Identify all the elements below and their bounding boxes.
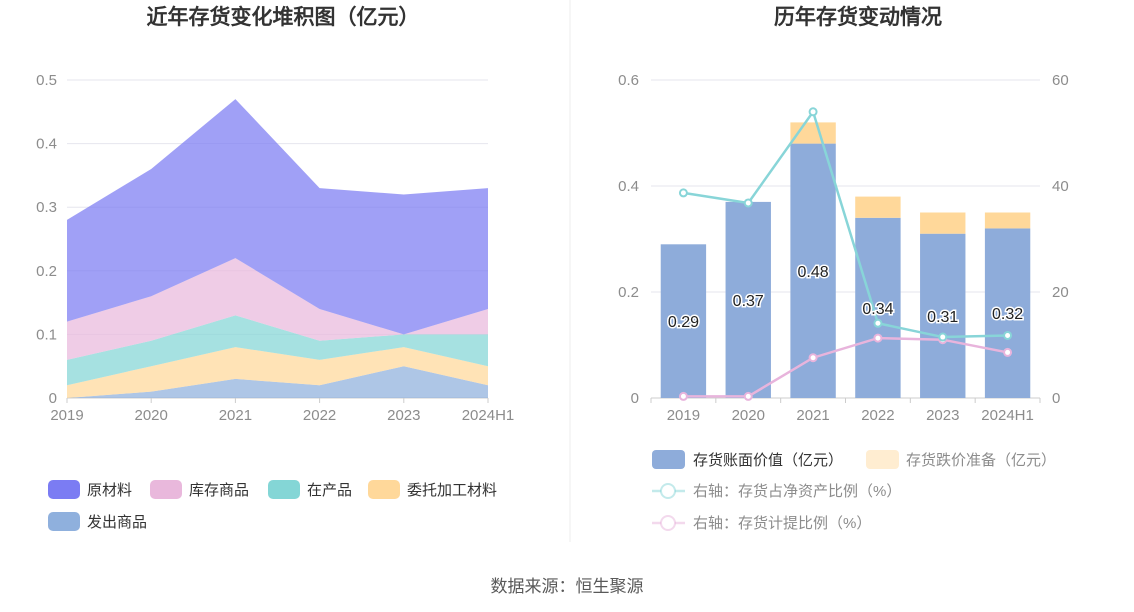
legend-marker-ratio_net_assets (660, 483, 676, 499)
legend-marker-impairment_ratio (660, 515, 676, 531)
bar-impairment (920, 212, 966, 234)
x-tick-label: 2020 (732, 407, 765, 424)
x-tick-label: 2024H1 (981, 407, 1034, 424)
x-tick-label: 2020 (135, 407, 168, 424)
x-tick-label: 2019 (667, 407, 700, 424)
bar-book-value (920, 233, 966, 398)
point-impairment_ratio (808, 353, 818, 363)
right-bar-labels: 0.29 0.37 0.48 0.34 0.31 0.32 (666, 262, 1024, 332)
line-ratio_net_assets (683, 109, 1008, 339)
point-impairment_ratio (873, 333, 883, 343)
y2-tick-label: 20 (1052, 284, 1069, 301)
legend-label: 存货账面价值（亿元） (693, 452, 843, 469)
bar-value-label: 0.29 (668, 314, 699, 331)
legend-swatch-outsourced (368, 480, 400, 499)
bar-book-value (660, 244, 707, 398)
point-ratio_net_assets (808, 107, 818, 117)
bar-book-value (984, 228, 1031, 398)
y-tick-label: 0.2 (36, 263, 57, 280)
x-tick-label: 2021 (796, 407, 829, 424)
left-x-axis: 2019 2020 2021 2022 2023 2024H1 (50, 398, 514, 424)
point-ratio_net_assets (743, 198, 753, 208)
bar-book-value (725, 201, 771, 398)
left-y-axis: 0 0.1 0.2 0.3 0.4 0.5 (36, 72, 57, 407)
legend-swatch-goods_shipped (48, 512, 80, 531)
point-impairment_ratio (1003, 347, 1013, 357)
y-tick-label: 0.4 (36, 136, 57, 153)
legend-label: 存货跌价准备（亿元） (906, 452, 1056, 469)
bar-value-label: 0.37 (733, 293, 764, 310)
data-source-note: 数据来源：恒生聚源 (491, 577, 644, 596)
right-y-axis-left: 0 0.2 0.4 0.6 (618, 72, 639, 407)
legend-label: 右轴：存货计提比例（%） (693, 515, 871, 532)
right-y-axis-right: 0 20 40 60 (1052, 72, 1069, 407)
y-tick-label: 0.4 (618, 178, 639, 195)
y-tick-label: 0 (49, 390, 57, 407)
area-outsourced (67, 347, 488, 398)
y-tick-label: 0 (631, 390, 639, 407)
x-tick-label: 2022 (303, 407, 336, 424)
left-chart-title: 近年存货变化堆积图（亿元） (147, 5, 420, 29)
legend-label: 右轴：存货占净资产比例（%） (693, 483, 901, 500)
legend-swatch-raw_materials (48, 480, 80, 499)
area-goods_in_stock (67, 258, 488, 360)
y2-tick-label: 40 (1052, 178, 1069, 195)
y2-tick-label: 60 (1052, 72, 1069, 89)
bar-value-label: 0.31 (927, 309, 958, 326)
bar-value-label: 0.34 (862, 301, 893, 318)
bar-book-value (855, 217, 901, 398)
point-ratio_net_assets (678, 188, 688, 198)
y-tick-label: 0.6 (618, 72, 639, 89)
y2-tick-label: 0 (1052, 390, 1060, 407)
legend-label: 原材料 (87, 482, 132, 499)
right-chart-title: 历年存货变动情况 (774, 5, 942, 29)
x-tick-label: 2021 (219, 407, 252, 424)
area-wip (67, 315, 488, 386)
point-ratio_net_assets (873, 318, 883, 328)
bar-value-label: 0.48 (798, 264, 829, 281)
y-tick-label: 0.5 (36, 72, 57, 89)
x-tick-label: 2024H1 (462, 407, 515, 424)
point-impairment_ratio (678, 391, 688, 401)
point-ratio_net_assets (938, 332, 948, 342)
legend-swatch-goods_in_stock (150, 480, 182, 499)
x-tick-label: 2023 (387, 407, 420, 424)
x-tick-label: 2019 (50, 407, 83, 424)
x-tick-label: 2023 (926, 407, 959, 424)
right-line-series (678, 107, 1013, 401)
y-tick-label: 0.3 (36, 199, 57, 216)
legend-swatch-wip (268, 480, 300, 499)
line-impairment_ratio (683, 336, 1008, 398)
legend-label: 发出商品 (87, 514, 147, 531)
point-ratio_net_assets (1003, 330, 1013, 340)
right-legend: 存货账面价值（亿元） 存货跌价准备（亿元） 右轴：存货占净资产比例（%） 右轴：存货计… (652, 450, 1056, 532)
bar-impairment (855, 196, 901, 218)
x-tick-label: 2022 (861, 407, 894, 424)
area-raw_materials (67, 99, 488, 335)
legend-swatch-impairment (866, 450, 899, 469)
y-tick-label: 0.1 (36, 326, 57, 343)
legend-label: 委托加工材料 (407, 482, 497, 499)
legend-swatch-book-value (652, 450, 685, 469)
legend-label: 在产品 (307, 482, 352, 499)
left-area-series (67, 99, 488, 398)
right-x-axis: 2019 2020 2021 2022 2023 2024H1 (650, 398, 1041, 424)
bar-value-label: 0.32 (992, 306, 1023, 323)
y-tick-label: 0.2 (618, 284, 639, 301)
right-gridlines (651, 79, 1040, 399)
bar-impairment (984, 212, 1031, 229)
legend-label: 库存商品 (189, 482, 249, 499)
right-bar-series (660, 122, 1031, 398)
point-impairment_ratio (743, 391, 753, 401)
